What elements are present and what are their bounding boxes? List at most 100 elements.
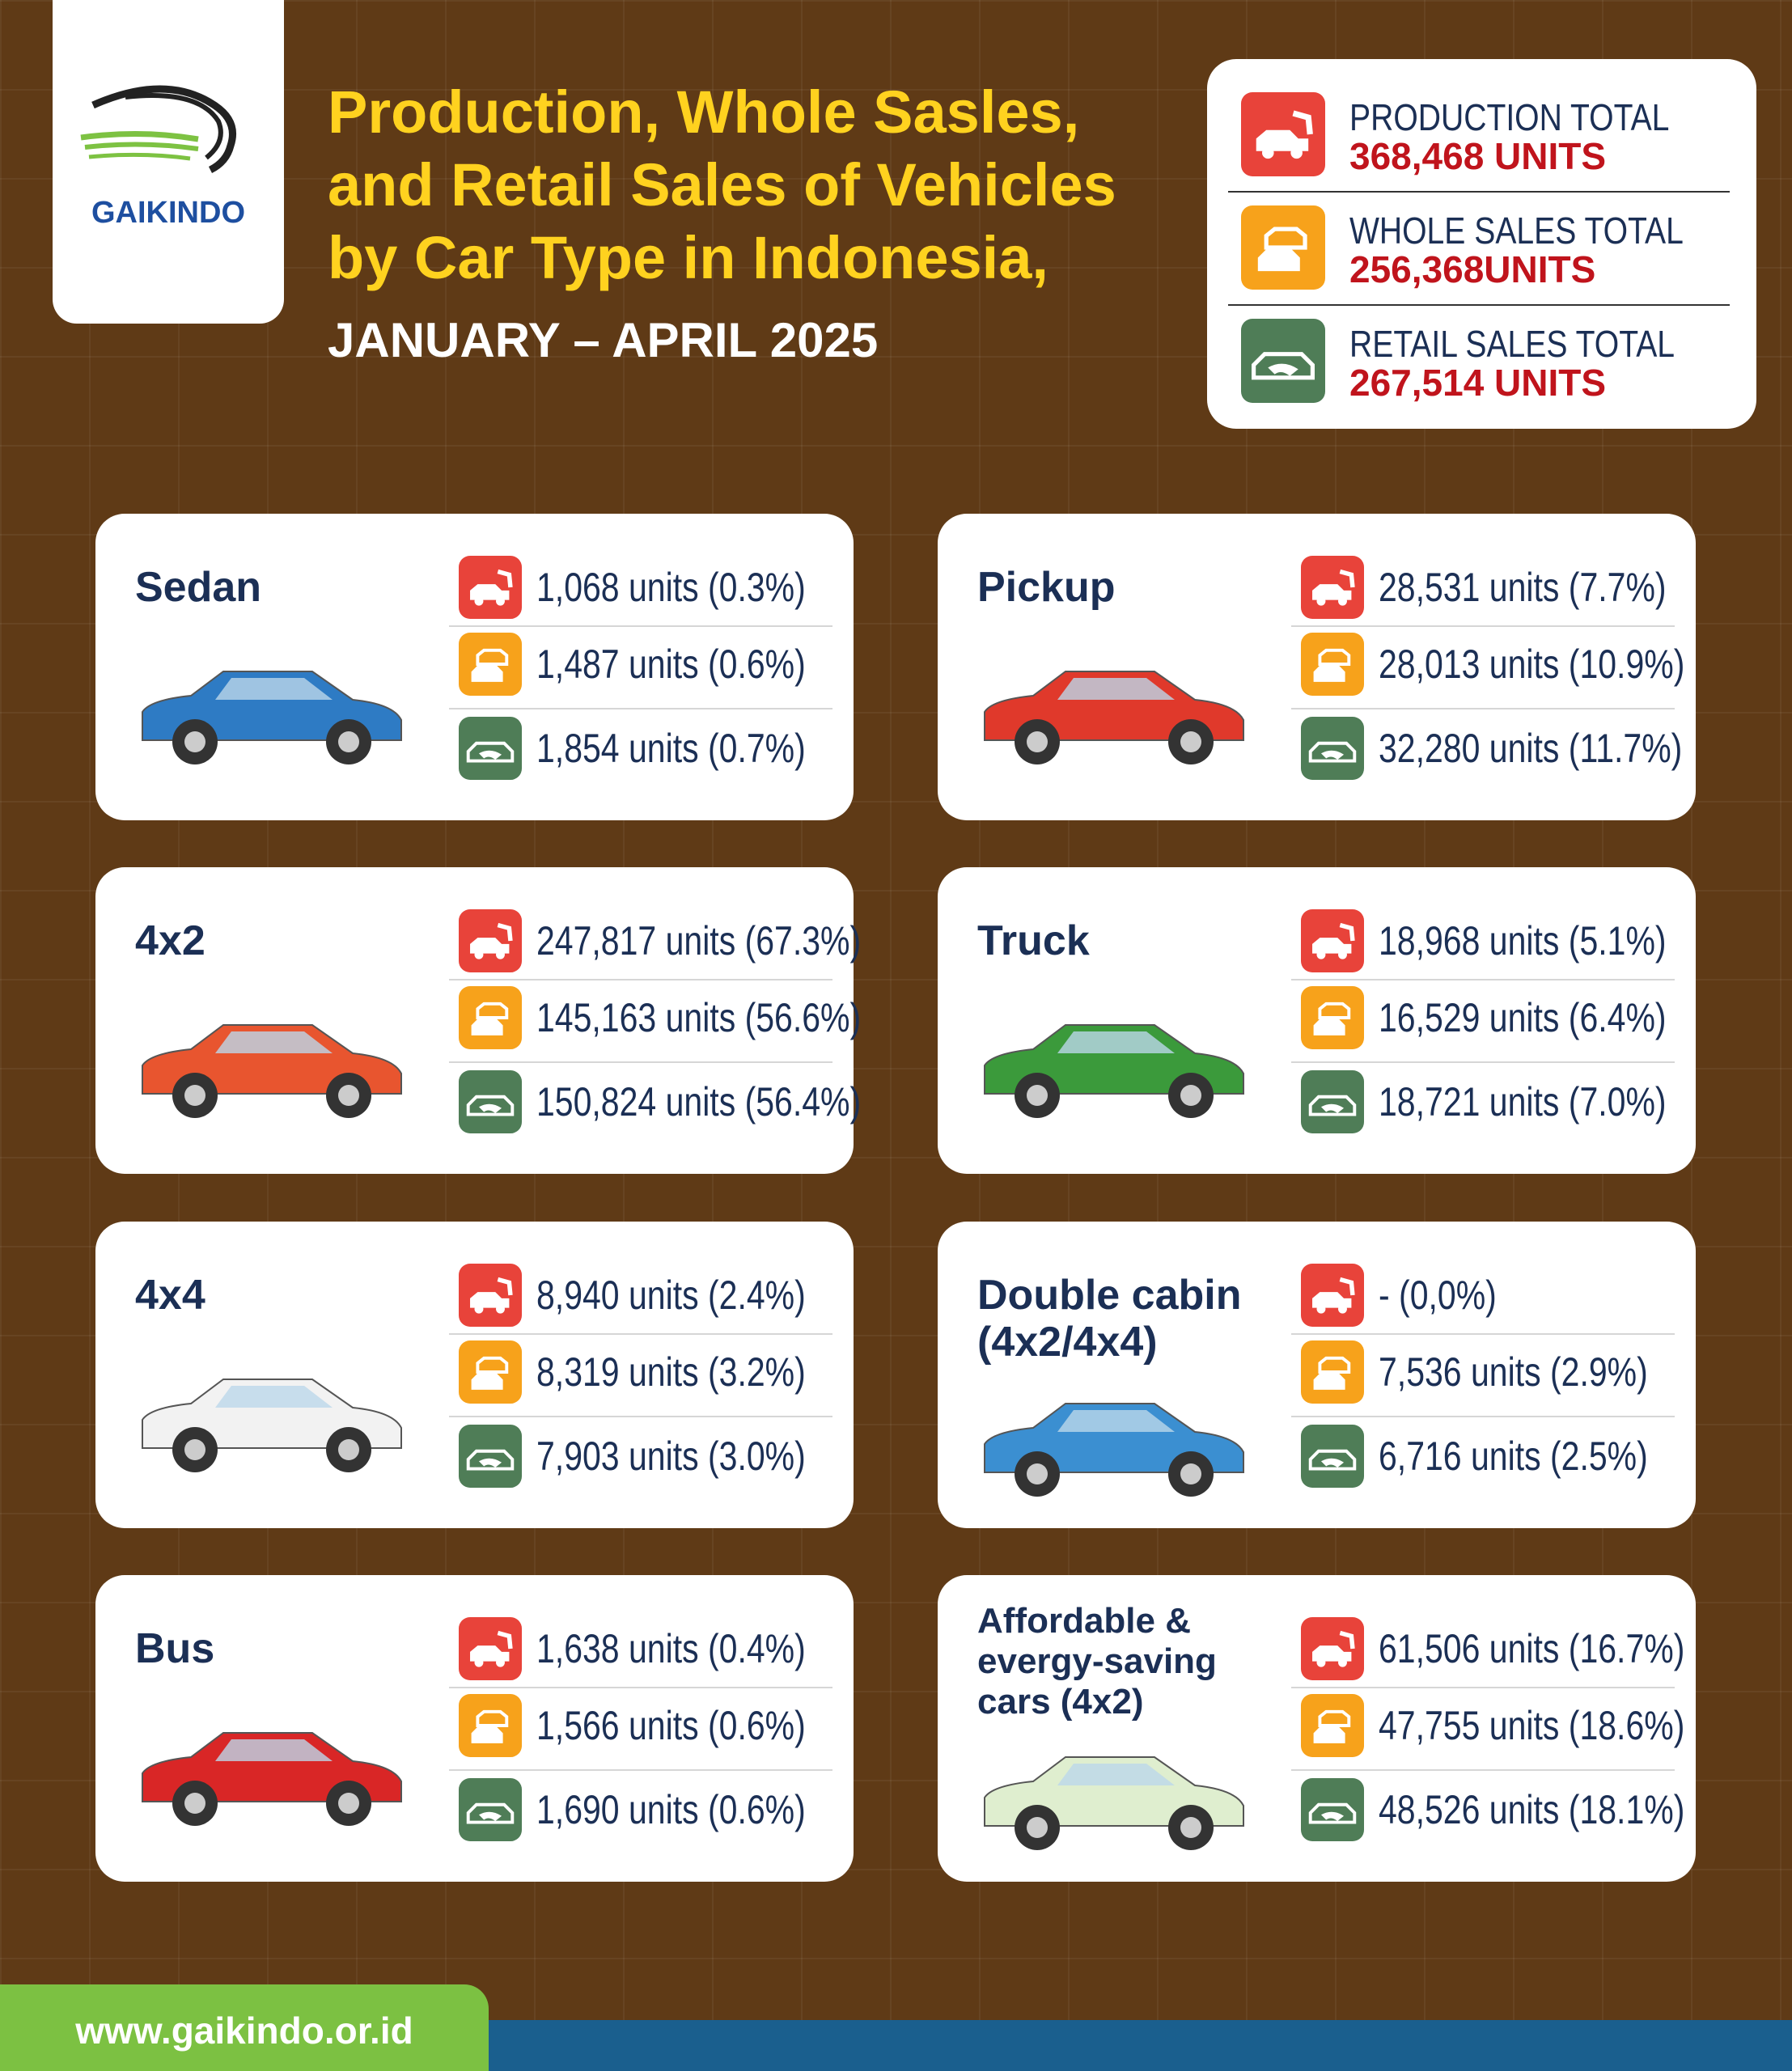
footer-bar [489, 2020, 1792, 2071]
footer-url: www.gaikindo.or.id [75, 2010, 413, 2052]
icon-glyph [471, 1356, 509, 1390]
car-type-name: (4x2/4x4) [977, 1319, 1158, 1366]
icon-glyph [466, 1449, 515, 1471]
divider [449, 979, 832, 980]
stat-text: 8,940 units (2.4%) [536, 1273, 806, 1318]
icon-glyph [471, 1002, 509, 1036]
stat-text: 32,280 units (11.7%) [1379, 726, 1683, 771]
car-type-name: Truck [977, 917, 1090, 964]
car-type-card: Affordable & evergy-saving cars (4x2) 61,5… [938, 1575, 1696, 1882]
stat-text: 1,690 units (0.6%) [536, 1787, 806, 1832]
icon-glyph [1308, 741, 1357, 763]
icon-glyph [1313, 1356, 1351, 1390]
car-type-name: evergy-saving [977, 1641, 1217, 1681]
icon-glyph [1252, 352, 1315, 380]
metric-icon [459, 717, 522, 780]
icon-glyph [1308, 1095, 1357, 1116]
metric-icon [1241, 92, 1325, 176]
car-type-name: Sedan [135, 564, 262, 611]
icon-glyph [1312, 569, 1355, 606]
metric-icon [459, 1340, 522, 1404]
icon-glyph [471, 648, 509, 682]
car-type-name: 4x4 [135, 1272, 205, 1319]
icon-glyph [466, 1095, 515, 1116]
total-label: RETAIL SALES TOTAL [1349, 323, 1675, 365]
metric-icon [1301, 1694, 1364, 1757]
metric-icon [459, 633, 522, 696]
metric-icon [1301, 556, 1364, 619]
metric-icon [1301, 1617, 1364, 1680]
total-value: 256,368UNITS [1349, 248, 1596, 290]
icon-glyph [1256, 110, 1313, 159]
metric-icon [1241, 319, 1325, 403]
stat-text: - (0,0%) [1379, 1273, 1497, 1318]
metric-icon [459, 909, 522, 972]
logo-mark [80, 85, 236, 174]
stat-text: 7,903 units (3.0%) [536, 1434, 806, 1479]
total-value: 267,514 UNITS [1349, 362, 1607, 404]
icon-glyph [466, 741, 515, 763]
stat-text: 1,854 units (0.7%) [536, 726, 806, 771]
divider [1228, 191, 1730, 193]
stat-text: 7,536 units (2.9%) [1379, 1349, 1648, 1395]
vehicle-illustration [984, 671, 1244, 764]
divider [1291, 1061, 1675, 1063]
metric-icon [1301, 986, 1364, 1049]
divider [449, 625, 832, 627]
stat-text: 1,068 units (0.3%) [536, 565, 806, 610]
stat-text: 48,526 units (18.1%) [1379, 1787, 1685, 1832]
stat-text: 145,163 units (56.6%) [536, 995, 862, 1040]
logo-text: GAIKINDO [91, 196, 245, 230]
stat-text: 6,716 units (2.5%) [1379, 1434, 1648, 1479]
stat-text: 18,721 units (7.0%) [1379, 1079, 1667, 1124]
divider [449, 1769, 832, 1771]
stat-text: 8,319 units (3.2%) [536, 1349, 806, 1395]
stat-text: 16,529 units (6.4%) [1379, 995, 1667, 1040]
car-type-name: cars (4x2) [977, 1682, 1144, 1722]
metric-icon [1301, 909, 1364, 972]
total-label: WHOLE SALES TOTAL [1349, 210, 1684, 252]
icon-glyph [470, 1277, 513, 1314]
stat-text: 61,506 units (16.7%) [1379, 1626, 1685, 1671]
icon-glyph [1308, 1449, 1357, 1471]
car-type-card: 4x4 8,940 units (2.4%) 8,319 units (3.2%)… [95, 1222, 854, 1528]
vehicle-illustration [142, 1732, 402, 1826]
metric-icon [459, 1425, 522, 1488]
car-type-card: Pickup 28,531 units (7.7%) 28,013 units (… [938, 514, 1696, 820]
vehicle-illustration [984, 1024, 1244, 1118]
icon-glyph [1313, 1002, 1351, 1036]
car-type-name: Bus [135, 1625, 215, 1672]
stat-text: 1,638 units (0.4%) [536, 1626, 806, 1671]
car-type-card: Bus 1,638 units (0.4%) 1,566 units (0.6%)… [95, 1575, 854, 1882]
stat-text: 18,968 units (5.1%) [1379, 918, 1667, 964]
title-line: by Car Type in Indonesia, [328, 224, 1049, 291]
divider [449, 1687, 832, 1688]
metric-icon [1301, 633, 1364, 696]
icon-glyph [1312, 1277, 1355, 1314]
metric-icon [459, 1694, 522, 1757]
stat-text: 28,531 units (7.7%) [1379, 565, 1667, 610]
stat-text: 28,013 units (10.9%) [1379, 642, 1685, 687]
car-type-name: Double cabin [977, 1272, 1242, 1319]
divider [449, 1416, 832, 1417]
metric-icon [1301, 1070, 1364, 1133]
metric-icon [1301, 1778, 1364, 1841]
stat-text: 1,487 units (0.6%) [536, 642, 806, 687]
divider [1291, 1416, 1675, 1417]
car-type-card: Sedan 1,068 units (0.3%) 1,487 units (0.6… [95, 514, 854, 820]
divider [449, 708, 832, 709]
divider [449, 1333, 832, 1335]
icon-glyph [470, 569, 513, 606]
logo-box: GAIKINDO [53, 0, 284, 324]
car-type-card: Truck 18,968 units (5.1%) 16,529 units (6… [938, 867, 1696, 1174]
divider [1291, 1333, 1675, 1335]
icon-glyph [1312, 1630, 1355, 1667]
subtitle: JANUARY – APRIL 2025 [328, 313, 879, 367]
metric-icon [459, 1617, 522, 1680]
metric-icon [459, 986, 522, 1049]
metric-icon [1241, 205, 1325, 290]
icon-glyph [466, 1802, 515, 1824]
car-type-card: 4x2 247,817 units (67.3%) 145,163 units (… [95, 867, 861, 1174]
car-type-card: Double cabin (4x2/4x4) - (0,0%) 7,536 unit… [938, 1222, 1696, 1528]
